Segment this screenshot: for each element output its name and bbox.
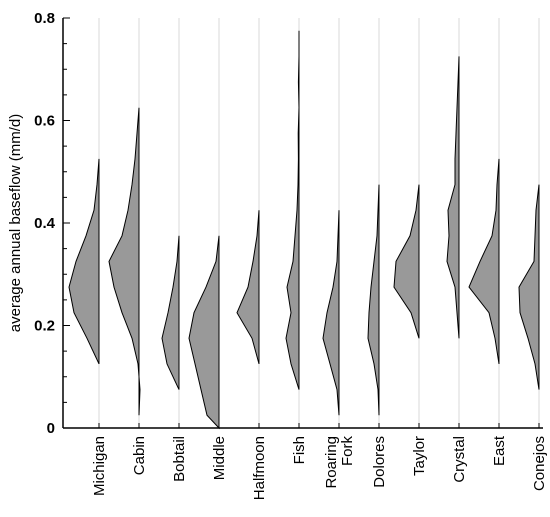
grid-lines	[98, 18, 540, 428]
x-tick-label: Cabin	[131, 436, 148, 475]
x-label-roaring-fork: Roaring Fork	[323, 436, 356, 489]
x-tick-label: Fish	[291, 436, 308, 464]
violin-fish	[285, 30, 300, 390]
x-tick-label: Fork	[339, 436, 356, 467]
violin-east	[468, 158, 500, 364]
x-tick-label: Dolores	[371, 436, 388, 488]
x-label-dolores: Dolores	[371, 436, 388, 488]
violin-taylor	[393, 184, 420, 339]
violin-cabin	[108, 107, 141, 416]
violin-roaring-fork	[322, 210, 340, 416]
x-tick-label: Crystal	[451, 436, 468, 483]
y-tick-label: 0.6	[34, 113, 55, 130]
x-tick-label: Conejos	[531, 436, 548, 491]
violin-dolores	[367, 184, 380, 416]
x-tick-label: Michigan	[91, 436, 108, 496]
x-label-halfmoon: Halfmoon	[251, 436, 268, 500]
x-label-east: East	[491, 435, 508, 466]
x-label-conejos: Conejos	[531, 436, 548, 491]
y-tick-label: 0.8	[34, 10, 55, 27]
x-tick-label: Bobtail	[171, 436, 188, 482]
x-tick-label: Halfmoon	[251, 436, 268, 500]
x-label-michigan: Michigan	[91, 436, 108, 496]
violin-michigan	[68, 158, 100, 365]
x-tick-label: Taylor	[411, 436, 428, 476]
x-label-cabin: Cabin	[131, 436, 148, 475]
violin-bobtail	[161, 235, 180, 390]
x-tick-label: Roaring	[323, 436, 340, 489]
violin-series	[68, 30, 540, 430]
y-axis-title: average annual baseflow (mm/d)	[7, 114, 24, 332]
violin-middle	[188, 235, 220, 430]
x-label-crystal: Crystal	[451, 436, 468, 483]
x-label-bobtail: Bobtail	[171, 436, 188, 482]
x-label-fish: Fish	[291, 436, 308, 464]
violin-conejos	[518, 184, 540, 390]
axes	[62, 18, 543, 429]
violin-halfmoon	[236, 210, 260, 365]
y-tick-label: 0	[47, 420, 55, 437]
y-axis-ticks: 0 0.2 0.4 0.6 0.8	[34, 10, 70, 437]
x-tick-label: East	[491, 435, 508, 466]
y-tick-label: 0.4	[34, 215, 56, 232]
x-axis-labels: Michigan Cabin Bobtail Middle Halfmoon Fish Ro…	[91, 435, 548, 500]
x-tick-label: Middle	[211, 436, 228, 480]
violin-crystal	[446, 56, 460, 339]
x-label-taylor: Taylor	[411, 436, 428, 476]
y-tick-label: 0.2	[34, 318, 55, 335]
x-label-middle: Middle	[211, 436, 228, 480]
